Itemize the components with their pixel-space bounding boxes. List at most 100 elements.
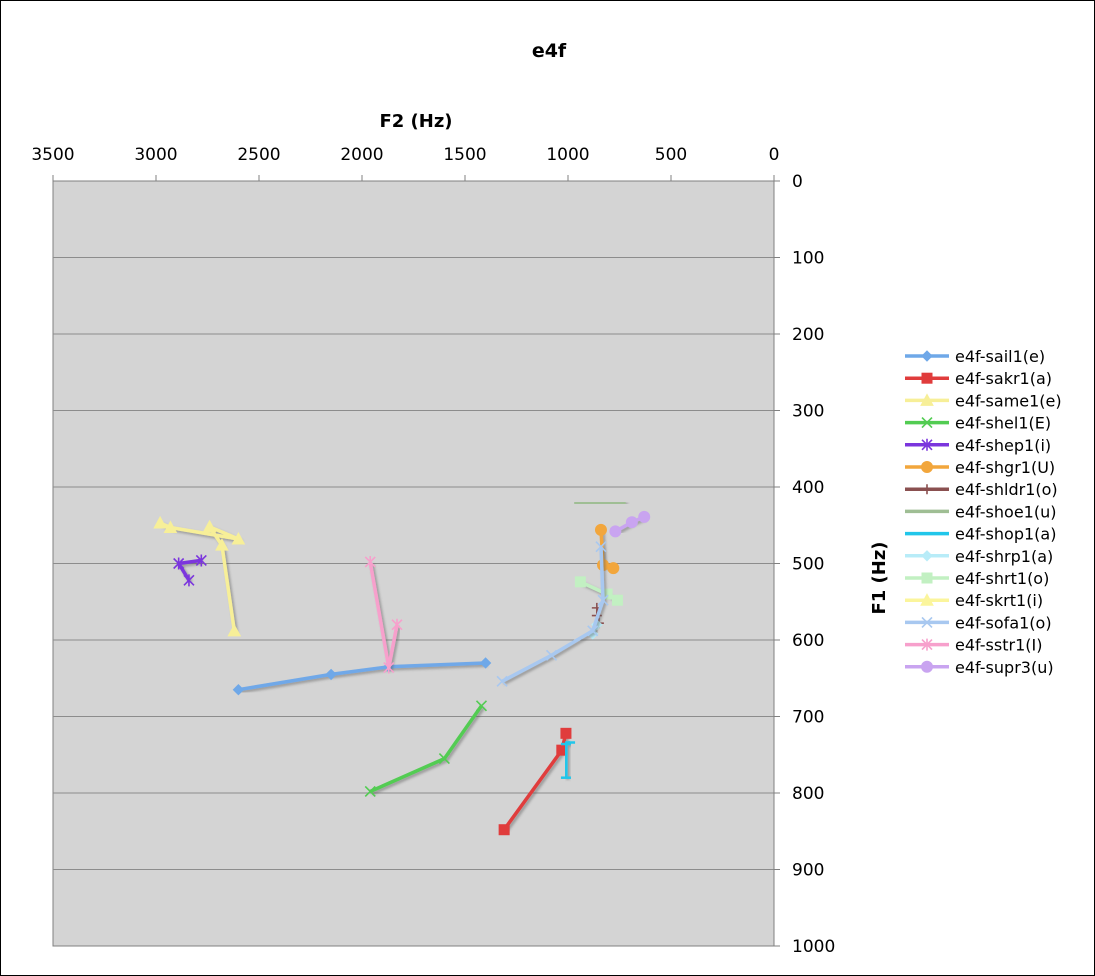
legend: e4f-sail1(e) e4f-sakr1(a) e4f-same1(e) e4f-… [905,347,1062,677]
legend-entry: e4f-supr3(u) [905,658,1054,677]
series-e4f-shel1(E) [364,700,488,798]
data-point [594,523,607,536]
legend-marker [921,461,933,473]
y-tick-label: 1000 [792,937,835,957]
data-point [560,727,572,739]
legend-label: e4f-sofa1(o) [955,613,1052,632]
legend-label: e4f-shop1(a) [955,525,1056,544]
legend-marker [921,417,933,429]
legend-entry: e4f-shldr1(o) [905,480,1058,499]
y-tick-label: 700 [792,708,824,728]
y-tick-label: 400 [792,478,824,498]
legend-label: e4f-sstr1(I) [955,636,1042,655]
data-point [202,519,217,533]
data-point [183,574,195,587]
y-tick-label: 200 [792,325,824,345]
data-point [215,538,229,551]
legend-entry: e4f-shop1(a) [905,525,1056,544]
legend-label: e4f-shrt1(o) [955,569,1049,588]
series-e4f-same1(e) [153,515,246,637]
series-e4f-sstr1(I) [364,555,403,674]
x-axis-title: F2 (Hz) [379,111,452,132]
data-point [364,555,376,568]
data-point [173,557,185,570]
legend-entry: e4f-same1(e) [905,391,1062,410]
data-point [595,541,607,553]
data-point [163,520,178,534]
data-point [498,824,510,836]
x-tick-label: 2500 [237,145,280,165]
y-axis-title: F1 (Hz) [869,541,890,614]
data-point [383,661,395,674]
x-tick-label: 3500 [31,145,74,165]
data-point [607,562,620,575]
legend-label: e4f-skrt1(i) [955,591,1043,610]
data-point [391,618,403,631]
data-point [325,668,337,681]
data-point [232,684,245,696]
series-e4f-supr3(u) [609,510,651,538]
legend-marker [921,350,933,362]
legend-label: e4f-shep1(i) [955,436,1051,455]
series-e4f-shep1(i) [173,554,207,587]
data-point [574,576,586,588]
y-tick-label: 0 [792,172,803,192]
y-tick-label: 800 [792,784,824,804]
data-point [195,554,207,567]
x-tick-label: 0 [769,145,780,165]
series-e4f-shrt1(o) [574,576,623,606]
series-layer [153,500,651,836]
legend-entry: e4f-shrp1(a) [905,547,1053,566]
legend-label: e4f-sakr1(a) [955,369,1052,388]
x-tick-label: 2000 [340,145,383,165]
series-e4f-shoe1(u) [574,500,626,506]
legend-marker [921,372,933,384]
legend-label: e4f-shel1(E) [955,414,1051,433]
data-point [231,531,246,545]
series-e4f-shop1(a) [560,740,576,779]
legend-entry: e4f-shep1(i) [905,436,1051,455]
legend-marker [921,550,933,562]
series-line [574,500,626,506]
series-line [238,661,486,692]
legend-entry: e4f-sstr1(I) [905,636,1042,655]
legend-entry: e4f-sofa1(o) [905,613,1052,632]
data-point [438,753,450,765]
legend-label: e4f-sail1(e) [955,347,1045,366]
legend-entry: e4f-shgr1(U) [905,458,1055,477]
data-point [609,525,622,538]
legend-label: e4f-same1(e) [955,391,1062,410]
grid [53,257,774,870]
y-tick-label: 900 [792,861,824,881]
data-point [587,625,599,637]
legend-marker [920,593,934,606]
legend-entry: e4f-skrt1(i) [905,591,1043,610]
data-point [638,510,651,523]
data-point [479,657,492,669]
y-tick-label: 100 [792,249,824,269]
data-point [475,700,488,712]
legend-label: e4f-supr3(u) [955,658,1054,677]
series-e4f-sofa1(o) [496,541,609,687]
x-tick-label: 1500 [443,145,486,165]
data-point [496,675,508,687]
legend-entry: e4f-sakr1(a) [905,369,1052,388]
data-point [364,785,376,798]
legend-marker [921,638,933,651]
data-point [597,594,609,606]
legend-label: e4f-shgr1(U) [955,458,1055,477]
axes: 0 100 200 300 400 500 600 700 800 900 1000 3500 3000… [31,145,835,957]
legend-marker [921,438,933,451]
y-tick-label: 300 [792,402,824,422]
y-tick-label: 500 [792,555,824,575]
x-tick-label: 3000 [134,145,177,165]
legend-marker [920,393,934,406]
data-point [227,623,242,637]
legend-marker [921,616,933,628]
legend-label: e4f-shoe1(u) [955,502,1056,521]
data-point [611,594,623,606]
chart-title: e4f [532,40,567,62]
legend-entry: e4f-shoe1(u) [905,502,1056,521]
data-point [625,516,638,529]
x-tick-label: 1000 [546,145,589,165]
